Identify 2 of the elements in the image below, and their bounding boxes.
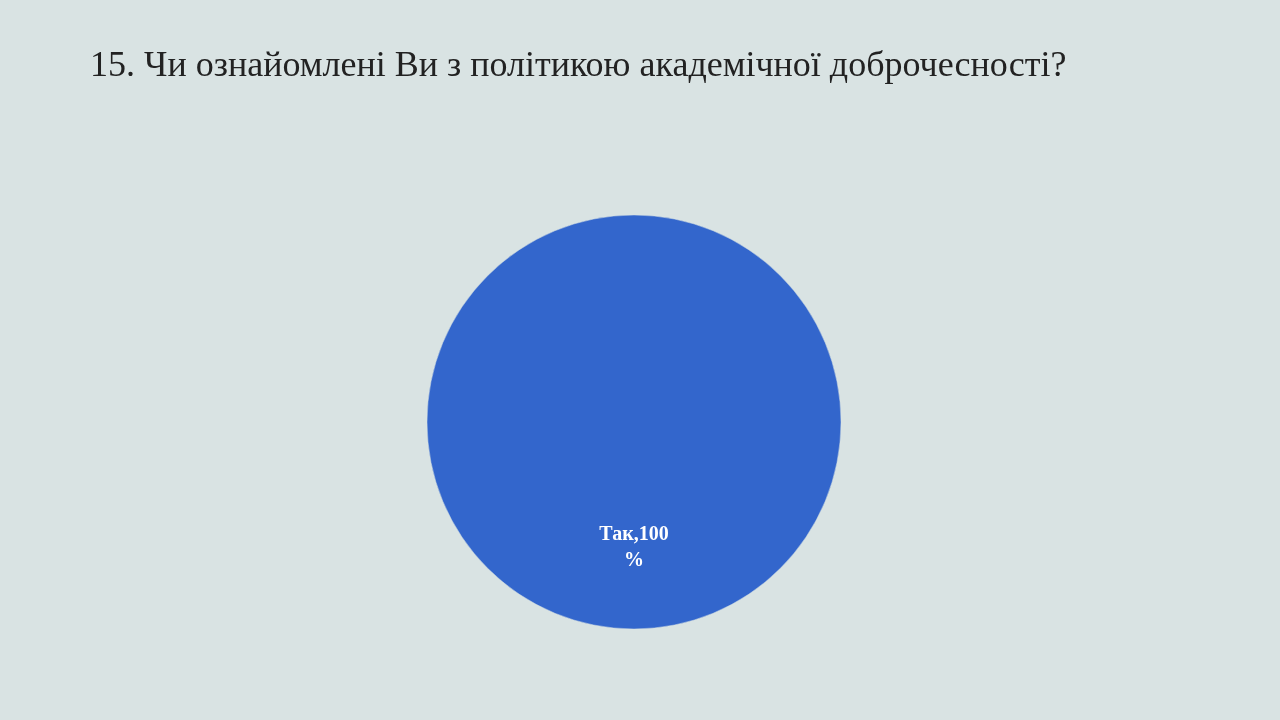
slice-label: Так,100 % bbox=[599, 522, 669, 570]
chart-title: 15. Чи ознайомлені Ви з політикою академічної доброчесності? bbox=[90, 44, 1067, 84]
